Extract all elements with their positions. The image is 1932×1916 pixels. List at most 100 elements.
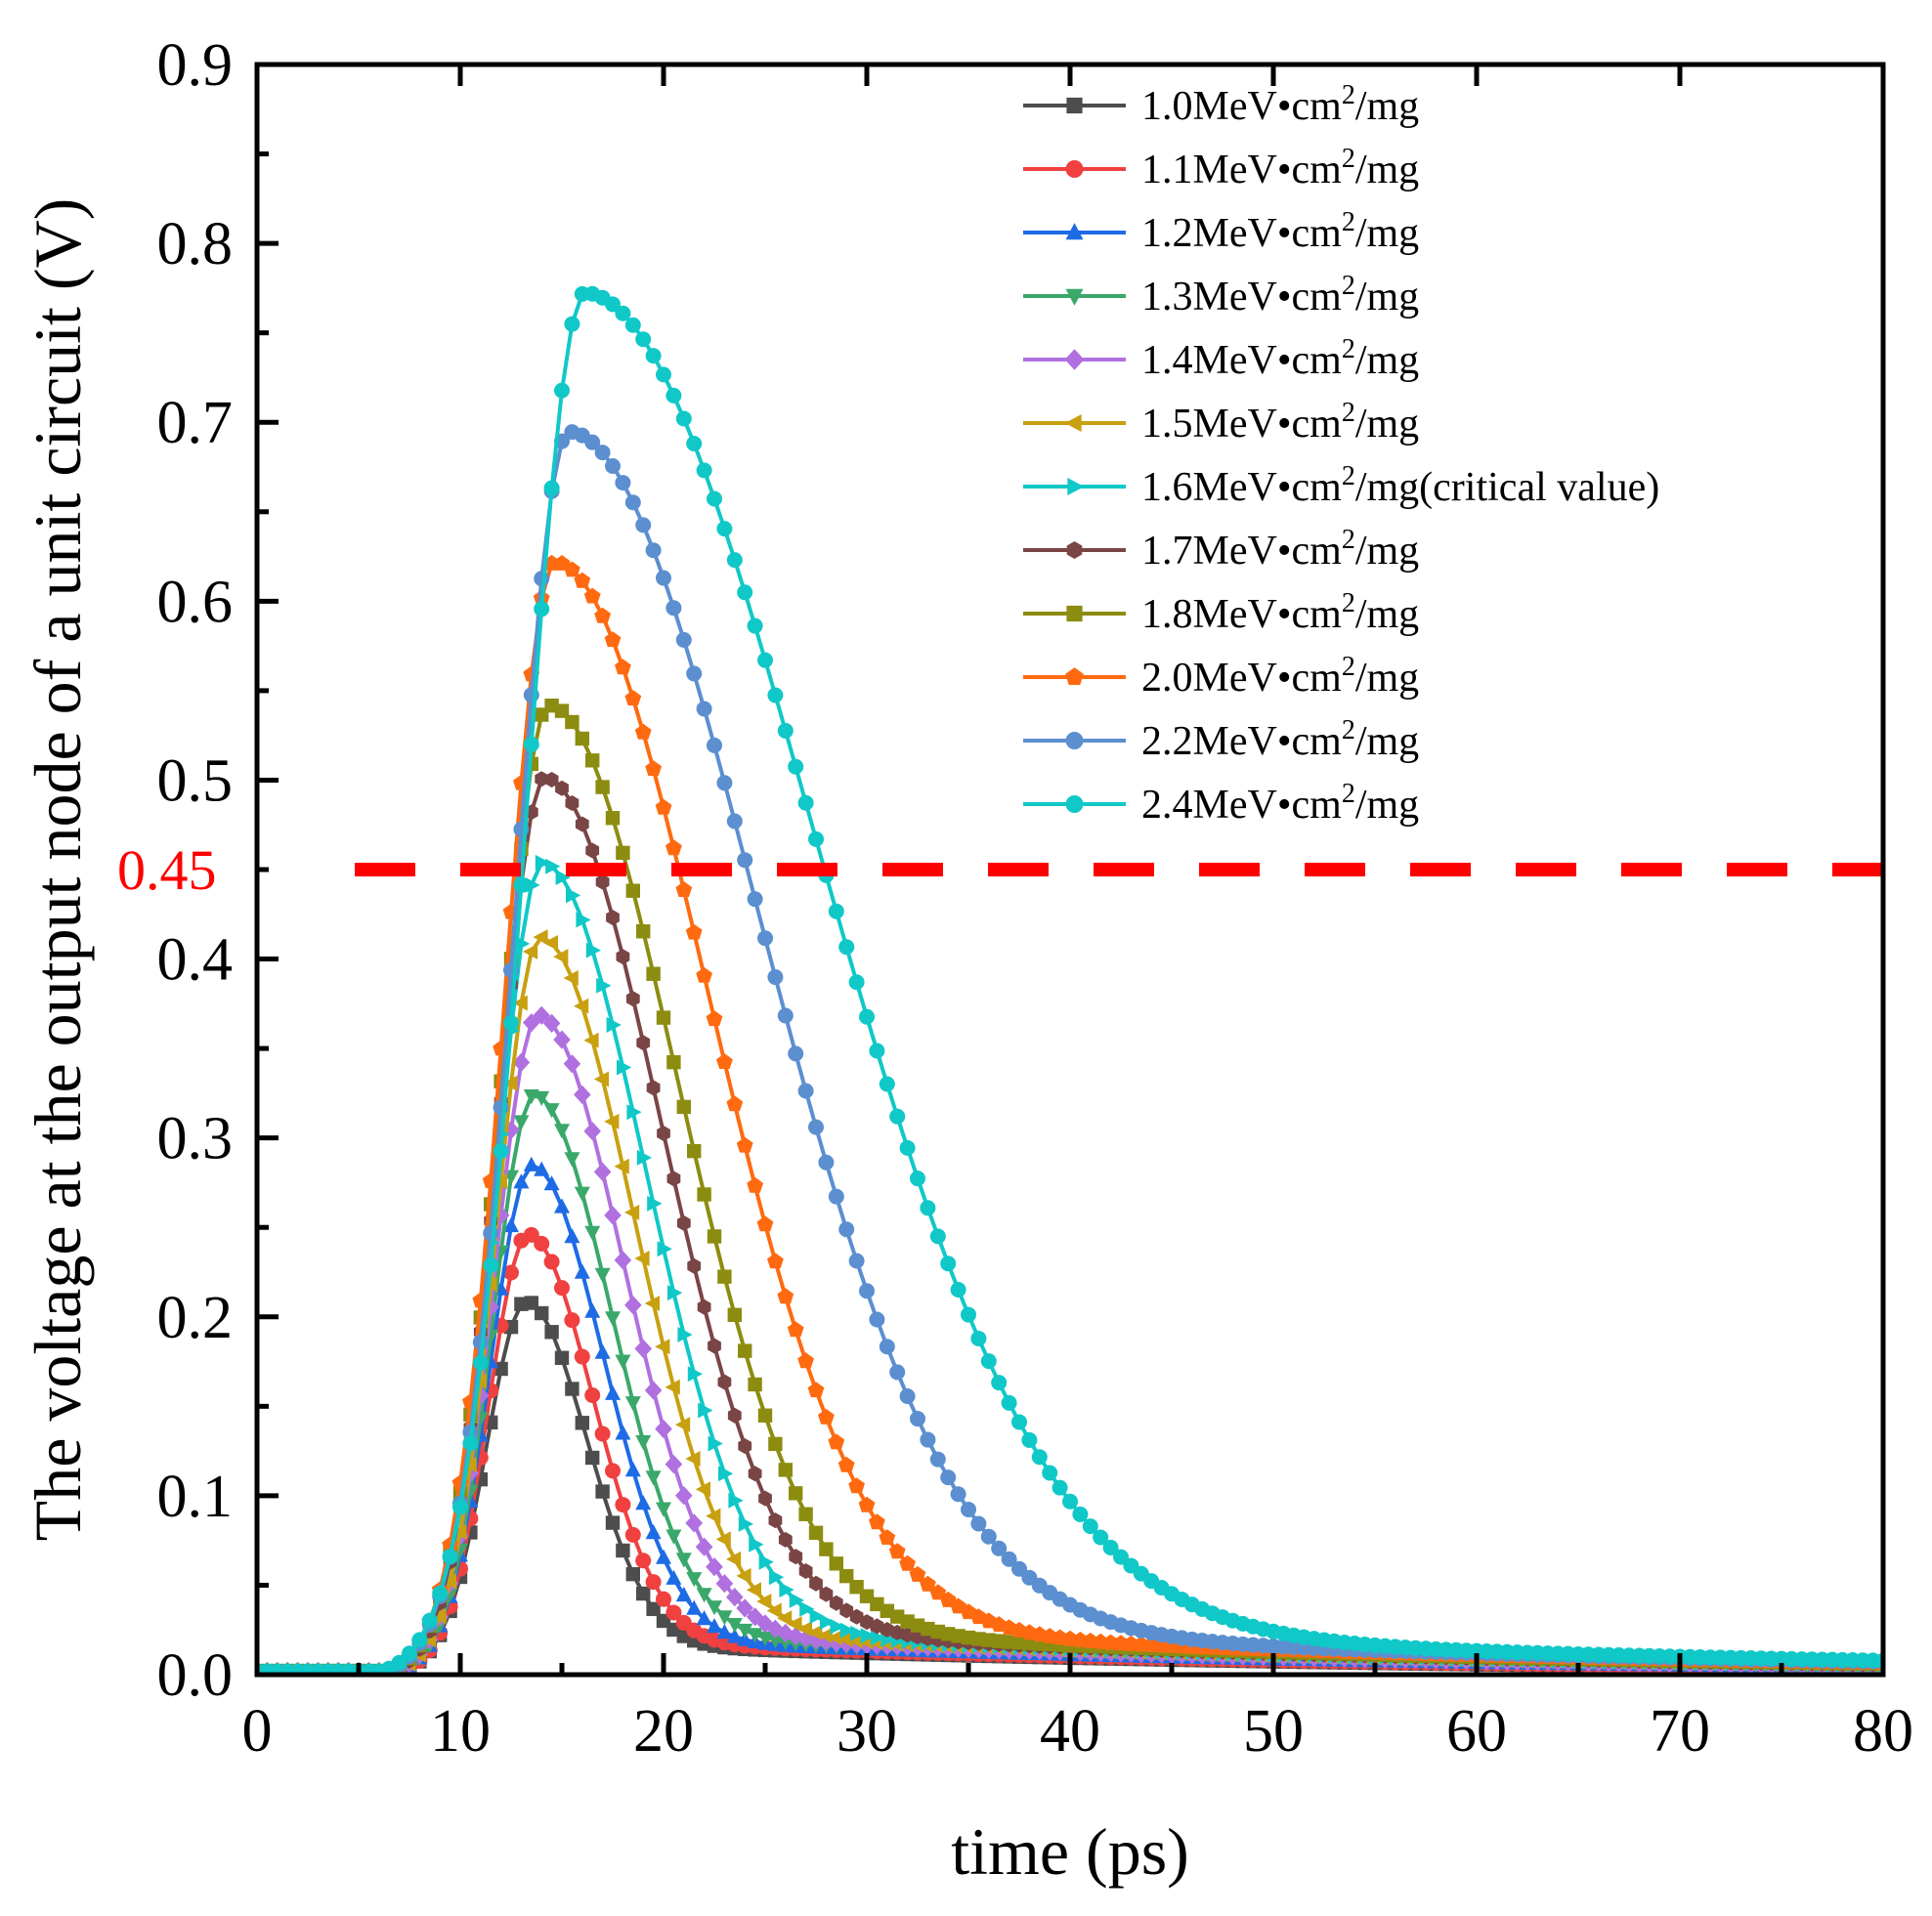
data-point bbox=[920, 1200, 936, 1216]
data-point bbox=[707, 737, 722, 753]
data-point bbox=[483, 1225, 499, 1242]
data-point bbox=[847, 1633, 863, 1649]
legend-item: 1.3MeV•cm2/mg bbox=[1023, 271, 1419, 319]
data-point bbox=[687, 1366, 703, 1383]
data-point bbox=[564, 561, 580, 577]
y-tick-label: 0.8 bbox=[157, 211, 234, 277]
data-point bbox=[706, 1557, 723, 1577]
data-point bbox=[738, 1343, 752, 1358]
x-tick-label: 80 bbox=[1853, 1698, 1913, 1765]
data-point bbox=[738, 1438, 752, 1454]
data-point bbox=[655, 798, 672, 815]
data-point bbox=[850, 1625, 866, 1641]
data-point bbox=[839, 1568, 854, 1584]
data-point bbox=[595, 1484, 610, 1499]
data-point bbox=[686, 436, 703, 452]
data-point bbox=[563, 970, 579, 986]
data-point bbox=[748, 1466, 762, 1482]
data-point bbox=[899, 1139, 916, 1156]
data-point bbox=[665, 1569, 682, 1585]
data-point bbox=[534, 1235, 550, 1252]
data-point bbox=[1052, 1479, 1068, 1496]
data-point bbox=[636, 924, 651, 939]
data-point bbox=[594, 445, 611, 461]
data-point bbox=[871, 1630, 886, 1646]
data-point bbox=[605, 296, 621, 313]
data-point bbox=[614, 1251, 632, 1270]
data-point bbox=[839, 1602, 854, 1619]
data-point bbox=[727, 1307, 742, 1322]
data-point bbox=[584, 434, 601, 450]
data-point bbox=[584, 1302, 601, 1318]
series-10 bbox=[257, 554, 1883, 1675]
data-point bbox=[767, 1253, 784, 1269]
data-point bbox=[565, 714, 580, 730]
data-point bbox=[624, 1526, 641, 1543]
data-point bbox=[910, 1171, 925, 1187]
data-point bbox=[909, 1565, 926, 1582]
data-point bbox=[879, 1339, 895, 1355]
data-point bbox=[665, 1604, 682, 1621]
legend-marker bbox=[1065, 288, 1084, 306]
data-point bbox=[533, 1005, 550, 1025]
data-point bbox=[789, 1486, 803, 1501]
data-point bbox=[503, 1014, 519, 1031]
data-point bbox=[819, 1586, 834, 1602]
data-point bbox=[442, 1548, 458, 1564]
data-point bbox=[749, 1536, 764, 1553]
data-point bbox=[665, 600, 682, 617]
data-point bbox=[574, 572, 591, 588]
data-point bbox=[604, 1206, 622, 1225]
legend-label: 1.8MeV•cm2/mg bbox=[1141, 588, 1419, 637]
data-point bbox=[452, 1499, 468, 1515]
legend-label: 2.4MeV•cm2/mg bbox=[1141, 779, 1419, 828]
data-point bbox=[718, 1466, 734, 1482]
data-point bbox=[746, 1582, 761, 1598]
legend-item: 1.8MeV•cm2/mg bbox=[1023, 588, 1419, 637]
data-point bbox=[594, 1267, 611, 1283]
data-point bbox=[675, 1586, 692, 1602]
data-point bbox=[534, 601, 550, 617]
reference-line-layer: 0.45 bbox=[117, 838, 1883, 902]
data-point bbox=[542, 1013, 561, 1033]
data-point bbox=[1031, 1449, 1048, 1466]
data-point bbox=[1062, 1493, 1078, 1510]
data-point bbox=[585, 842, 600, 859]
data-point bbox=[707, 1600, 722, 1616]
data-point bbox=[574, 1186, 590, 1202]
data-point bbox=[869, 1043, 885, 1059]
data-point bbox=[675, 1486, 693, 1506]
data-point bbox=[614, 1158, 629, 1174]
data-point bbox=[563, 1054, 581, 1074]
data-point bbox=[535, 771, 549, 788]
data-point bbox=[685, 923, 703, 940]
data-point bbox=[564, 1312, 580, 1329]
legend-marker bbox=[1065, 160, 1084, 178]
data-point bbox=[666, 1171, 681, 1187]
data-point bbox=[828, 1188, 844, 1205]
data-point bbox=[565, 795, 580, 811]
data-point bbox=[869, 1311, 885, 1328]
data-point bbox=[656, 1549, 671, 1564]
data-point bbox=[860, 1614, 874, 1631]
data-point bbox=[605, 457, 621, 474]
data-point bbox=[716, 1624, 733, 1639]
data-point bbox=[675, 410, 692, 427]
data-point bbox=[545, 858, 561, 874]
data-point bbox=[624, 690, 642, 705]
data-point bbox=[837, 1631, 853, 1647]
data-point bbox=[1102, 1539, 1119, 1555]
data-point bbox=[644, 1296, 660, 1311]
series-layer bbox=[257, 285, 1883, 1675]
data-point bbox=[789, 1549, 803, 1565]
data-point bbox=[686, 1599, 703, 1615]
data-point bbox=[808, 1525, 824, 1540]
data-point bbox=[451, 1523, 467, 1540]
data-point bbox=[767, 969, 784, 986]
data-point bbox=[535, 1305, 549, 1321]
data-point bbox=[747, 1176, 763, 1193]
data-point bbox=[554, 1124, 570, 1139]
y-tick-label: 0.3 bbox=[157, 1106, 234, 1172]
data-point bbox=[502, 1075, 518, 1091]
data-point bbox=[829, 1556, 843, 1571]
